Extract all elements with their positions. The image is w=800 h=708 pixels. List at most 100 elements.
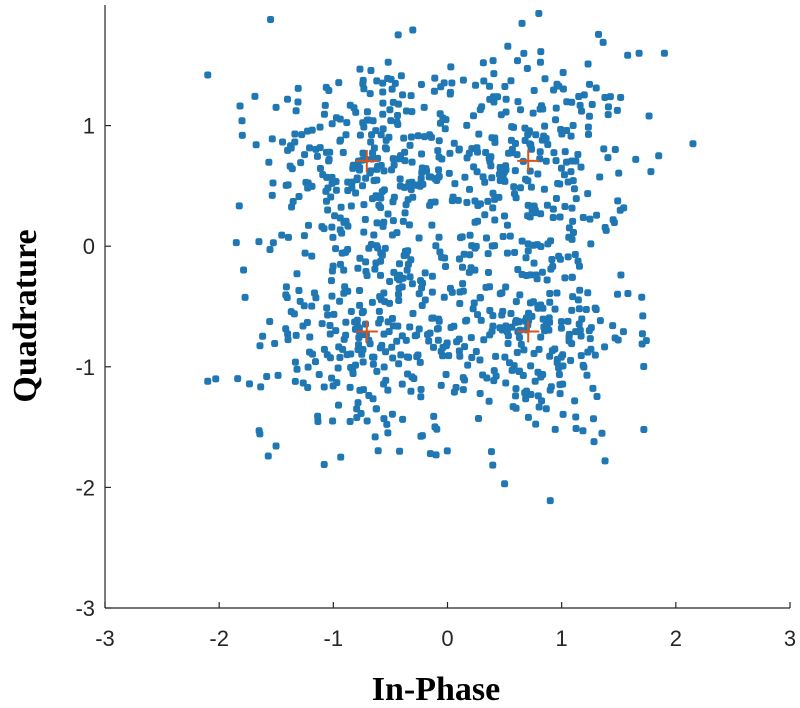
data-point <box>689 140 697 148</box>
data-point <box>546 298 554 306</box>
data-point <box>448 79 456 87</box>
data-point <box>564 253 572 261</box>
data-point <box>535 9 543 17</box>
data-point <box>497 111 505 119</box>
data-point <box>537 243 545 251</box>
data-point <box>442 262 450 270</box>
x-tick-label: 0 <box>441 626 453 651</box>
data-point <box>344 186 352 194</box>
data-point <box>617 93 625 101</box>
data-point <box>575 92 583 100</box>
data-point <box>559 68 567 76</box>
data-point <box>425 173 433 181</box>
data-point <box>389 198 397 206</box>
data-point <box>335 79 343 87</box>
data-point <box>271 340 279 348</box>
data-point <box>300 232 308 240</box>
data-point <box>395 296 403 304</box>
data-point <box>404 247 412 255</box>
data-point <box>353 174 361 182</box>
data-point <box>586 335 594 343</box>
data-point <box>363 108 371 116</box>
data-point <box>356 164 364 172</box>
data-point <box>421 133 429 141</box>
data-point <box>459 386 467 394</box>
data-point <box>463 121 471 129</box>
y-axis-ticks: -3 -2 -1 0 1 <box>75 114 111 621</box>
data-point <box>400 134 408 142</box>
data-point <box>435 233 443 241</box>
data-point <box>384 74 392 82</box>
data-point <box>557 353 565 361</box>
data-point <box>484 250 492 258</box>
data-point <box>432 242 440 250</box>
data-point <box>468 353 476 361</box>
data-point <box>418 169 426 177</box>
data-point <box>614 336 622 344</box>
data-point <box>417 80 425 88</box>
data-point <box>268 191 276 199</box>
data-point <box>468 145 476 153</box>
data-point <box>507 77 515 85</box>
data-point <box>461 343 469 351</box>
data-point <box>470 299 478 307</box>
data-point <box>350 104 358 112</box>
data-point <box>522 395 530 403</box>
data-point <box>512 404 520 412</box>
data-point <box>301 249 309 257</box>
data-point <box>356 65 364 73</box>
data-point <box>518 270 526 278</box>
data-point <box>251 92 259 100</box>
data-point <box>382 145 390 153</box>
data-point <box>576 286 584 294</box>
data-point <box>428 221 436 229</box>
data-point <box>427 198 435 206</box>
data-point <box>236 102 244 110</box>
data-point <box>399 91 407 99</box>
data-point <box>387 117 395 125</box>
data-point <box>295 192 303 200</box>
data-point <box>655 152 663 160</box>
data-point <box>459 280 467 288</box>
data-point <box>234 375 242 383</box>
data-point <box>373 165 381 173</box>
data-point <box>434 325 442 333</box>
data-point <box>552 195 560 203</box>
data-point <box>660 49 668 57</box>
data-point <box>557 125 565 133</box>
data-point <box>520 346 528 354</box>
data-point <box>380 186 388 194</box>
data-point <box>341 283 349 291</box>
data-point <box>417 393 425 401</box>
data-point <box>331 212 339 220</box>
data-point <box>384 429 392 437</box>
data-point <box>502 283 510 291</box>
data-point <box>486 307 494 315</box>
data-point <box>324 311 332 319</box>
data-point <box>455 255 463 263</box>
data-point <box>586 80 594 88</box>
data-point <box>389 322 397 330</box>
data-point <box>435 166 443 174</box>
data-point <box>501 480 509 488</box>
data-point <box>640 363 648 371</box>
data-point <box>437 83 445 91</box>
data-point <box>442 116 450 124</box>
data-point <box>506 232 514 240</box>
data-point <box>377 204 385 212</box>
data-point <box>561 274 569 282</box>
data-point <box>565 337 573 345</box>
data-point <box>420 103 428 111</box>
data-point <box>619 328 627 336</box>
x-tick-label: 2 <box>670 626 682 651</box>
data-point <box>407 387 415 395</box>
data-point <box>543 276 551 284</box>
data-point <box>482 283 490 291</box>
data-point <box>584 130 592 138</box>
data-point <box>511 190 519 198</box>
data-point <box>404 370 412 378</box>
data-point <box>329 233 337 241</box>
data-point <box>513 348 521 356</box>
data-point <box>329 417 337 425</box>
